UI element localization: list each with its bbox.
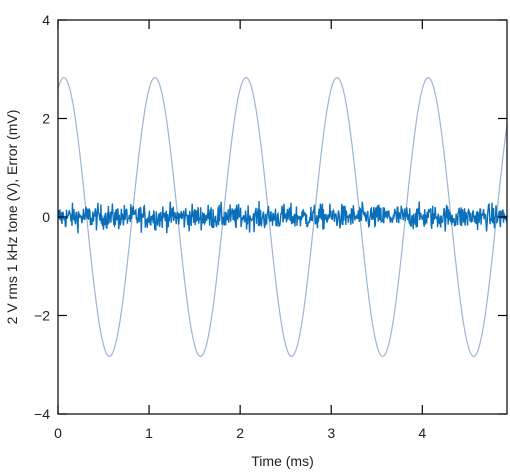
plot-area	[57, 77, 508, 357]
x-tick-label: 3	[327, 425, 335, 441]
series-error-line	[57, 200, 508, 234]
y-tick-label: 4	[42, 12, 50, 28]
axis-ticks	[57, 19, 507, 415]
x-tick-label: 4	[418, 425, 426, 441]
y-tick-label: 0	[42, 209, 50, 225]
x-tick-label: 1	[145, 425, 153, 441]
y-tick-label: 2	[42, 111, 50, 127]
x-tick-label: 2	[236, 425, 244, 441]
y-tick-label: −4	[34, 406, 50, 422]
y-axis-label: 2 V rms 1 kHz tone (V), Error (mV)	[4, 110, 20, 325]
x-axis-label: Time (ms)	[251, 453, 313, 469]
y-tick-labels: −4 −2 0 2 4	[34, 12, 50, 422]
y-tick-label: −2	[34, 308, 50, 324]
x-tick-labels: 0 1 2 3 4	[54, 425, 426, 441]
x-tick-label: 0	[54, 425, 62, 441]
